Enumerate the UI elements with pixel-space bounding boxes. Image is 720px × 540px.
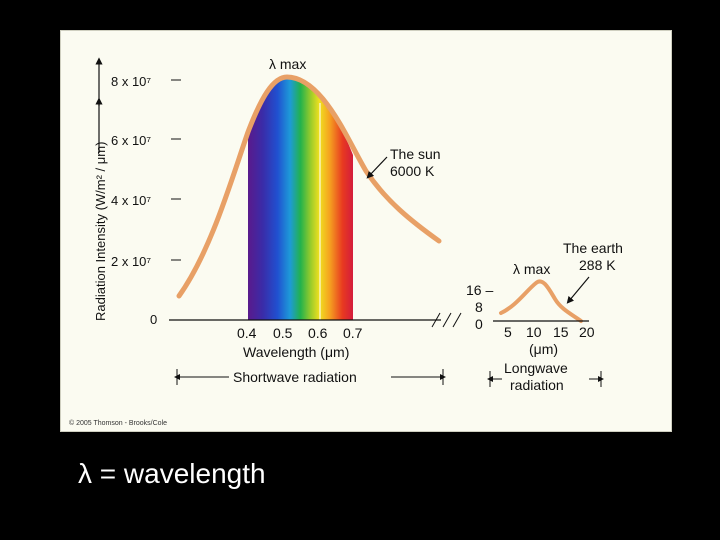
longwave-label-line2: radiation (510, 377, 564, 393)
visible-spectrum-band (248, 77, 353, 320)
copyright-notice: © 2005 Thomson - Brooks/Cole (69, 420, 168, 427)
x-tick-0.7: 0.7 (343, 325, 363, 341)
earth-label-line2: 288 K (579, 257, 616, 273)
y-tick-6e7: 6 x 10⁷ (111, 133, 151, 148)
y-axis-label: Radiation Intensity (W/m² / μm) (93, 142, 108, 321)
lw-y-tick-8: 8 (475, 299, 483, 315)
radiation-figure: Radiation Intensity (W/m² / μm) 8 x 10⁷ … (60, 30, 672, 432)
sun-lambda-max-label: λ max (269, 56, 306, 72)
axis-break-3 (452, 312, 462, 328)
axis-break-2 (442, 312, 452, 328)
x-tick-0.5: 0.5 (273, 325, 293, 341)
earth-emission-curve (499, 279, 583, 323)
lw-y-tick-0: 0 (475, 316, 483, 332)
sun-label-line2: 6000 K (390, 163, 435, 179)
y-tick-4e7: 4 x 10⁷ (111, 193, 151, 208)
y-tick-2e7: 2 x 10⁷ (111, 254, 151, 269)
lw-y-tick-16: 16 – (466, 282, 493, 298)
earth-lambda-max-label: λ max (513, 261, 550, 277)
x-tick-0.4: 0.4 (237, 325, 257, 341)
sun-emission-curve (176, 74, 442, 299)
lw-x-tick-5: 5 (504, 324, 512, 340)
longwave-label-line1: Longwave (504, 360, 568, 376)
wavelength-caption: λ = wavelength (78, 458, 266, 489)
lw-x-tick-10: 10 (526, 324, 542, 340)
sun-label-line1: The sun (390, 146, 441, 162)
sun-pointer-arrow (366, 156, 388, 179)
radiation-diagram: Radiation Intensity (W/m² / μm) 8 x 10⁷ … (93, 56, 623, 393)
lw-x-tick-20: 20 (579, 324, 595, 340)
lw-x-unit: (μm) (529, 341, 558, 357)
earth-pointer-arrow (566, 276, 590, 304)
x-tick-0.6: 0.6 (308, 325, 328, 341)
axis-break-1 (431, 312, 441, 328)
x-axis-label: Wavelength (μm) (243, 344, 349, 360)
lw-x-tick-15: 15 (553, 324, 569, 340)
y-tick-8e7: 8 x 10⁷ (111, 74, 151, 89)
shortwave-label: Shortwave radiation (233, 369, 357, 385)
y-tick-0: 0 (150, 312, 157, 327)
earth-label-line1: The earth (563, 240, 623, 256)
